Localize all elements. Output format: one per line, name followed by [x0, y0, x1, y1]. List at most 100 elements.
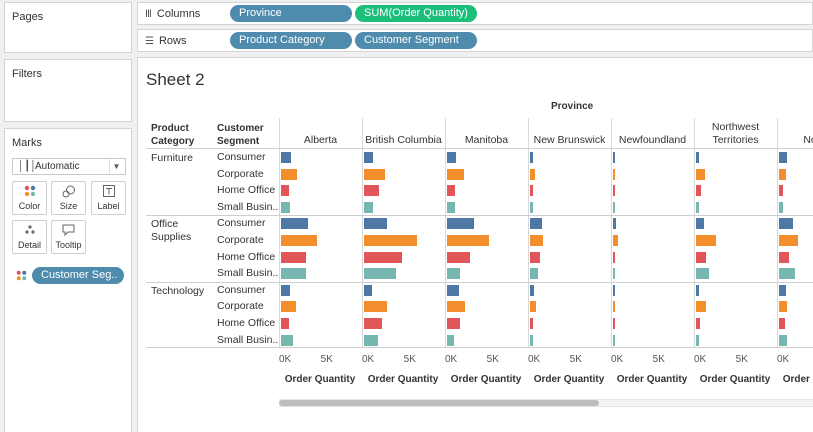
bar — [447, 168, 464, 180]
size-button[interactable]: Size — [51, 181, 86, 215]
bar — [696, 185, 701, 197]
bar — [696, 301, 706, 313]
bar — [530, 235, 544, 246]
bar — [530, 268, 538, 280]
bar — [281, 284, 291, 296]
axis-tick-label: 0K — [694, 354, 707, 365]
segment-label: Small Busin.. — [217, 267, 279, 280]
mark-type-value: Automatic — [35, 161, 80, 172]
bar — [447, 301, 465, 313]
columns-pill-province[interactable]: Province — [230, 5, 352, 22]
speech-bubble-icon — [52, 224, 85, 240]
column-divider — [445, 118, 446, 347]
segment-label: Corporate — [217, 167, 264, 180]
mark-type-dropdown[interactable]: │┃│ Automatic ▼ — [12, 158, 126, 175]
bar — [613, 334, 615, 346]
rows-shelf[interactable]: ☰ Rows Product Category Customer Segment — [137, 29, 813, 52]
bar — [779, 301, 788, 313]
bar — [530, 168, 535, 180]
bar — [530, 201, 534, 213]
bar — [447, 218, 474, 230]
bar — [447, 152, 457, 163]
bar — [530, 185, 534, 197]
province-header: Manitoba — [464, 134, 509, 146]
axis-tick-label: 0K — [279, 354, 292, 365]
pages-panel[interactable]: Pages — [4, 2, 132, 53]
bar — [613, 201, 615, 213]
column-divider — [528, 118, 529, 347]
bar — [779, 334, 788, 346]
category-label: Technology — [151, 284, 205, 297]
bar — [613, 235, 618, 246]
bar — [364, 152, 374, 163]
header-divider — [146, 148, 813, 149]
rows-shelf-label: ☰ Rows — [145, 35, 187, 47]
bar — [281, 185, 289, 197]
bar — [447, 251, 471, 263]
color-field-pill[interactable]: Customer Seg.. — [32, 267, 124, 284]
axis-title: Order Quantity — [699, 374, 771, 385]
bar — [281, 235, 317, 246]
sheet-view: Sheet 2 Province Product Category Custom… — [137, 57, 813, 432]
chevron-down-icon[interactable]: ▼ — [109, 159, 123, 174]
detail-button[interactable]: Detail — [12, 220, 47, 254]
province-header: British Columbia — [365, 134, 442, 146]
detail-label: Detail — [17, 240, 41, 250]
bar — [530, 251, 540, 263]
axis-title: Order Quantity — [782, 374, 813, 385]
rows-pill-product-category[interactable]: Product Category — [230, 32, 352, 49]
label-button[interactable]: Label — [91, 181, 126, 215]
category-label: Furniture — [151, 152, 194, 164]
columns-shelf[interactable]: Ⅲ Columns Province SUM(Order Quantity) — [137, 2, 813, 25]
column-divider — [611, 118, 612, 347]
tooltip-button[interactable]: Tooltip — [51, 220, 86, 254]
filters-panel[interactable]: Filters — [4, 59, 132, 122]
rows-pill-customer-segment[interactable]: Customer Segment — [355, 32, 477, 49]
bar — [530, 334, 533, 346]
bar — [613, 168, 615, 180]
segment-label: Consumer — [217, 283, 266, 296]
axis-tick-label: 0K — [445, 354, 458, 365]
bar — [779, 318, 785, 329]
columns-icon: Ⅲ — [145, 9, 152, 20]
bar — [364, 185, 379, 197]
size-label: Size — [59, 201, 78, 211]
bar — [696, 251, 706, 263]
bar — [779, 152, 787, 163]
axis-tick-label: 0K — [362, 354, 375, 365]
bar — [779, 284, 786, 296]
rows-icon: ☰ — [145, 36, 154, 47]
columns-pill-order-quantity[interactable]: SUM(Order Quantity) — [355, 5, 477, 22]
axis-tick-label: 5K — [735, 354, 748, 365]
column-divider — [777, 118, 778, 347]
bar — [613, 251, 615, 263]
bar — [530, 301, 536, 313]
bar — [281, 168, 297, 180]
bar — [364, 201, 374, 213]
color-label: Color — [18, 201, 41, 211]
bar — [530, 218, 542, 230]
bar — [364, 334, 379, 346]
bar — [364, 218, 387, 230]
detail-dots-icon — [13, 224, 46, 240]
segment-label: Home Office — [217, 250, 276, 263]
bar — [364, 284, 373, 296]
color-button[interactable]: Color — [12, 181, 47, 215]
bar — [779, 268, 795, 280]
segment-label: Corporate — [217, 234, 264, 246]
bar — [281, 218, 308, 230]
province-header: New Brunswick — [533, 134, 606, 146]
horizontal-scrollbar-thumb[interactable] — [279, 400, 599, 406]
bar — [696, 235, 716, 246]
bar — [364, 318, 383, 329]
axis-tick-label: 0K — [528, 354, 541, 365]
bar — [447, 284, 459, 296]
label-label: Label — [97, 201, 120, 211]
category-label: Office Supplies — [151, 218, 192, 244]
bar — [779, 168, 786, 180]
province-header: Newfoundland — [618, 134, 687, 146]
segment-label: Home Office — [217, 317, 276, 329]
tooltip-label: Tooltip — [55, 240, 82, 250]
segment-label: Home Office — [217, 184, 276, 197]
bar — [779, 251, 789, 263]
